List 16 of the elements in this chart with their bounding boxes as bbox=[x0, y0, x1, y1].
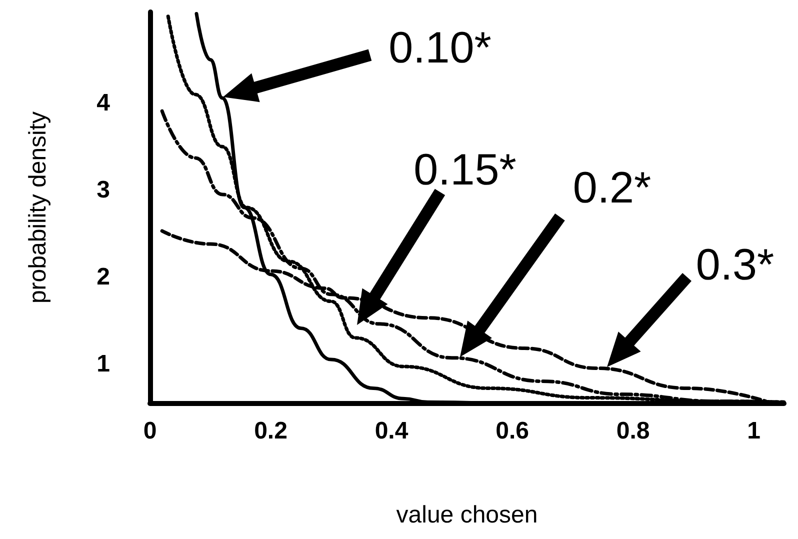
y-tick-label: 4 bbox=[96, 90, 111, 117]
x-tick-label: 0.2 bbox=[254, 418, 288, 444]
annotation: 0.15* bbox=[414, 146, 516, 194]
x-tick-label: 0 bbox=[143, 418, 157, 444]
x-tick-label: 1 bbox=[747, 418, 760, 444]
annotation: 0.2* bbox=[572, 164, 652, 212]
y-tick-label: 2 bbox=[96, 264, 110, 291]
x-tick-label: 0.8 bbox=[616, 418, 650, 444]
y-axis-title: probability density bbox=[24, 111, 52, 304]
x-axis-title: value chosen bbox=[396, 502, 538, 528]
annotation: 0.10* bbox=[388, 24, 492, 72]
y-tick-label: 1 bbox=[96, 350, 110, 378]
x-tick-label: 0.6 bbox=[496, 418, 529, 444]
annotation: 0.3* bbox=[696, 240, 774, 290]
x-tick-label: 0.4 bbox=[374, 418, 409, 444]
y-tick-label: 3 bbox=[96, 176, 110, 204]
